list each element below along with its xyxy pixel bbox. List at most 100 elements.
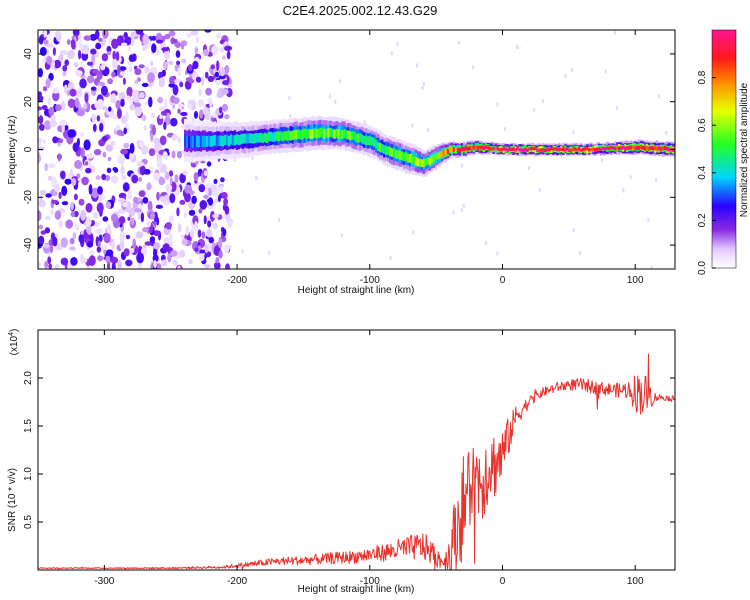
ridge-cell xyxy=(554,147,557,151)
noise-blob xyxy=(179,249,186,258)
noise-blob xyxy=(73,193,78,201)
noise-blob xyxy=(213,261,221,269)
noise-speck xyxy=(452,210,455,215)
ridge-cell xyxy=(365,136,368,145)
ridge-cell xyxy=(395,150,398,159)
noise-blob xyxy=(98,37,103,42)
noise-blob xyxy=(171,150,176,159)
ridge-cell xyxy=(315,128,318,139)
noise-blob xyxy=(188,79,195,84)
noise-blob xyxy=(46,55,53,65)
noise-blob xyxy=(86,61,93,66)
ridge-cell xyxy=(518,148,521,152)
noise-blob xyxy=(169,215,174,224)
y-tick-label: -40 xyxy=(23,237,34,252)
ridge-cell xyxy=(582,147,585,152)
noise-blob xyxy=(58,191,62,199)
noise-blob xyxy=(193,172,199,182)
noise-blob xyxy=(150,60,154,67)
ridge-cell xyxy=(197,136,201,148)
noise-blob xyxy=(193,111,199,119)
ridge-cell xyxy=(353,131,356,141)
noise-blob xyxy=(101,173,107,181)
noise-blob xyxy=(162,61,169,70)
noise-blob xyxy=(119,239,125,250)
ridge-cell xyxy=(619,146,623,150)
ridge-cell xyxy=(303,128,306,138)
ridge-cell xyxy=(512,147,515,151)
noise-blob xyxy=(219,106,223,114)
noise-blob xyxy=(52,236,58,247)
ridge-cell xyxy=(420,159,424,167)
noise-blob xyxy=(212,222,218,230)
noise-blob xyxy=(117,64,121,75)
noise-blob xyxy=(142,197,149,204)
ridge-cell xyxy=(456,148,460,153)
noise-blob xyxy=(121,42,128,47)
noise-blob xyxy=(191,195,197,204)
noise-blob xyxy=(202,49,210,57)
noise-blob xyxy=(204,71,209,79)
ridge-cell xyxy=(635,146,639,150)
ridge-cell xyxy=(335,128,338,138)
noise-speck xyxy=(564,73,567,79)
y-tick-label: 1.5 xyxy=(23,419,34,433)
noise-blob xyxy=(161,259,168,267)
ridge-cell xyxy=(319,127,322,138)
noise-speck xyxy=(457,40,460,45)
noise-blob xyxy=(133,196,138,204)
noise-blob xyxy=(224,114,230,120)
noise-speck xyxy=(340,233,344,238)
noise-blob xyxy=(38,152,41,163)
noise-blob xyxy=(157,71,164,79)
ridge-cell xyxy=(594,148,597,152)
ridge-cell xyxy=(186,135,189,148)
noise-blob xyxy=(67,49,75,59)
noise-blob xyxy=(135,231,144,239)
ridge-cell xyxy=(373,138,376,147)
noise-blob xyxy=(156,49,160,56)
noise-blob xyxy=(60,257,69,266)
ridge-cell xyxy=(452,147,456,152)
noise-blob xyxy=(80,253,84,264)
noise-blob xyxy=(105,201,112,209)
ridge-cell xyxy=(586,147,589,154)
y-tick-label: 20 xyxy=(23,96,34,108)
noise-blob xyxy=(88,184,93,195)
noise-blob xyxy=(104,175,111,181)
ridge-cell xyxy=(323,129,326,139)
noise-blob xyxy=(220,177,225,183)
noise-blob xyxy=(165,183,173,193)
noise-blob xyxy=(86,75,95,84)
ridge-cell xyxy=(516,146,519,151)
noise-blob xyxy=(160,110,168,116)
ridge-cell xyxy=(227,136,231,147)
noise-blob xyxy=(186,32,191,39)
noise-blob xyxy=(125,259,133,267)
ridge-cell xyxy=(653,146,657,151)
noise-blob xyxy=(129,152,134,162)
ridge-cell xyxy=(377,142,380,151)
ridge-cell xyxy=(325,128,328,138)
ridge-cell xyxy=(271,132,274,142)
noise-blob xyxy=(142,34,149,45)
spectrogram-y-ticks: -40 -20 0 20 40 xyxy=(23,48,675,252)
ridge-cell xyxy=(313,128,316,138)
noise-blob xyxy=(38,68,43,78)
noise-blob xyxy=(74,224,80,231)
noise-blob xyxy=(49,120,57,128)
noise-blob xyxy=(159,135,167,146)
ridge-cell xyxy=(217,135,221,146)
noise-blob xyxy=(85,203,93,213)
noise-blob xyxy=(94,101,100,109)
noise-blob xyxy=(156,191,160,201)
noise-blob xyxy=(180,234,185,239)
noise-blob xyxy=(194,221,198,230)
noise-speck xyxy=(515,44,519,50)
noise-blob xyxy=(38,35,44,45)
noise-blob xyxy=(218,238,223,249)
noise-blob xyxy=(49,209,54,216)
noise-blob xyxy=(134,68,142,76)
ridge-cell xyxy=(604,147,607,151)
ridge-cell xyxy=(397,150,400,159)
